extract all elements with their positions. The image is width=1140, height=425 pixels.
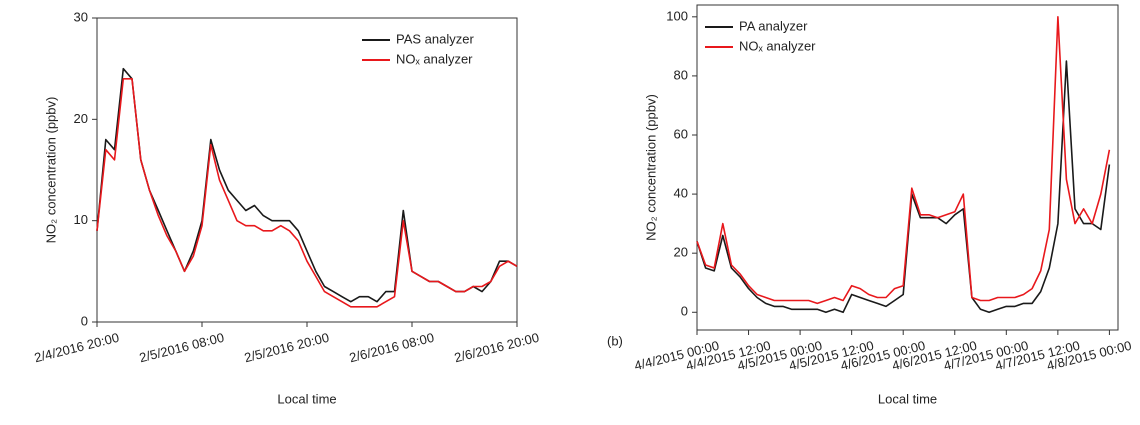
y-axis-label: NO₂ concentration (ppbv)	[643, 94, 658, 241]
plot-frame	[696, 4, 1119, 331]
series-line	[696, 60, 1111, 314]
x-tick-label: 2/5/2016 08:00	[138, 330, 226, 366]
y-tick-label: 40	[674, 186, 688, 201]
panel-label: (b)	[607, 333, 623, 348]
x-axis-label: Local time	[277, 391, 336, 406]
legend-label: NOₓ analyzer	[739, 38, 816, 53]
series-line	[96, 67, 518, 303]
y-axis-label: NO₂ concentration (ppbv)	[43, 97, 58, 244]
y-tick-label: 80	[674, 67, 688, 82]
series-line	[96, 78, 518, 308]
y-tick-label: 60	[674, 126, 688, 141]
legend-label: PAS analyzer	[396, 31, 474, 46]
legend-label: NOₓ analyzer	[396, 51, 473, 66]
y-tick-label: 30	[74, 9, 88, 24]
series-line	[696, 16, 1111, 305]
x-tick-label: 2/5/2016 20:00	[243, 330, 331, 366]
x-axis-label: Local time	[878, 391, 937, 406]
x-tick-label: 2/6/2016 20:00	[453, 330, 541, 366]
y-tick-label: 20	[674, 245, 688, 260]
x-tick-label: 2/4/2016 20:00	[33, 330, 121, 366]
y-tick-label: 0	[81, 313, 88, 328]
legend-label: PA analyzer	[739, 18, 808, 33]
y-tick-label: 0	[681, 304, 688, 319]
y-tick-label: 20	[74, 111, 88, 126]
panel: 0 10 20 30 2/4/2016 20:00 2/5/2016 08:00 2/5/2…	[33, 9, 541, 406]
x-tick-label: 2/6/2016 08:00	[348, 330, 436, 366]
y-tick-label: 10	[74, 212, 88, 227]
y-tick-label: 100	[666, 8, 688, 23]
